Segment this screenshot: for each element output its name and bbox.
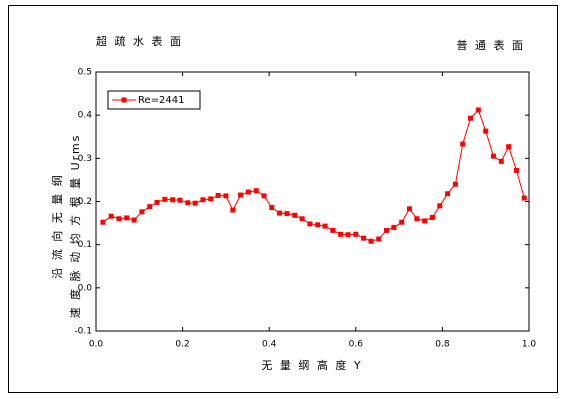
point [384, 227, 390, 233]
point [299, 216, 305, 222]
point [116, 216, 122, 222]
point [437, 203, 443, 209]
x-tick-label: 0.2 [175, 340, 189, 350]
point [353, 231, 359, 237]
point [376, 236, 382, 242]
annotation: 超 疏 水 表 面 [96, 34, 183, 48]
x-tick-label: 0.4 [262, 340, 277, 350]
point [230, 207, 236, 213]
point [253, 188, 259, 194]
legend-marker [121, 97, 127, 103]
y-tick-label: 0.1 [78, 240, 92, 250]
x-tick-label: 1.0 [522, 340, 537, 350]
point [429, 214, 435, 220]
point [452, 181, 458, 187]
point [330, 227, 336, 233]
y-tick-label: -0.1 [74, 327, 92, 337]
point [177, 197, 183, 203]
point [124, 215, 130, 221]
point [338, 231, 344, 237]
legend-label: Re=2441 [138, 95, 184, 106]
point [391, 224, 397, 230]
legend-box [107, 90, 201, 110]
point [475, 107, 481, 113]
point [139, 209, 145, 215]
x-axis-label: 无 量 纲 高 度 Y [261, 358, 362, 372]
point [460, 141, 466, 147]
point [261, 193, 267, 199]
point [406, 206, 412, 212]
point [131, 217, 137, 223]
x-tick-label: 0.8 [435, 340, 450, 350]
y-tick-label: 0.3 [78, 154, 92, 164]
x-tick-label: 0.0 [89, 340, 104, 350]
point [284, 211, 290, 217]
point [422, 218, 428, 224]
point [200, 197, 206, 203]
point [322, 223, 328, 229]
point [147, 204, 153, 210]
point [521, 195, 527, 201]
point [185, 200, 191, 206]
point [245, 189, 251, 195]
point [414, 216, 420, 222]
y-axis-label: 沿 流 向 无 量 纲 [50, 173, 64, 278]
point [162, 196, 168, 202]
point [100, 219, 106, 225]
point [208, 196, 214, 202]
point [399, 219, 405, 225]
y-tick-label: 0.2 [78, 197, 92, 207]
point [483, 128, 489, 134]
point [315, 222, 321, 228]
point [490, 153, 496, 159]
point [292, 212, 298, 218]
y-tick-label: 0.0 [78, 283, 93, 293]
point [345, 232, 351, 238]
point [513, 167, 519, 173]
point [277, 210, 283, 216]
annotation: 普 通 表 面 [457, 38, 526, 52]
point [307, 221, 313, 227]
point [506, 144, 512, 150]
x-tick-label: 0.6 [349, 340, 364, 350]
y-axis-label: 速 度 脉 动 均 方 根 量 Urms [68, 134, 82, 319]
series-line [102, 109, 525, 242]
point [269, 205, 275, 211]
point [215, 192, 221, 198]
y-tick-label: 0.5 [78, 68, 92, 78]
point [192, 200, 198, 206]
y-tick-label: 0.4 [78, 111, 93, 121]
point [108, 213, 114, 219]
point [170, 197, 176, 203]
plot-frame [95, 71, 530, 332]
point [445, 191, 451, 197]
point [223, 193, 229, 199]
point [238, 192, 244, 198]
frame [8, 5, 558, 393]
point [368, 238, 374, 244]
point [154, 199, 160, 205]
point [468, 115, 474, 121]
point [361, 235, 367, 241]
point [498, 158, 504, 164]
